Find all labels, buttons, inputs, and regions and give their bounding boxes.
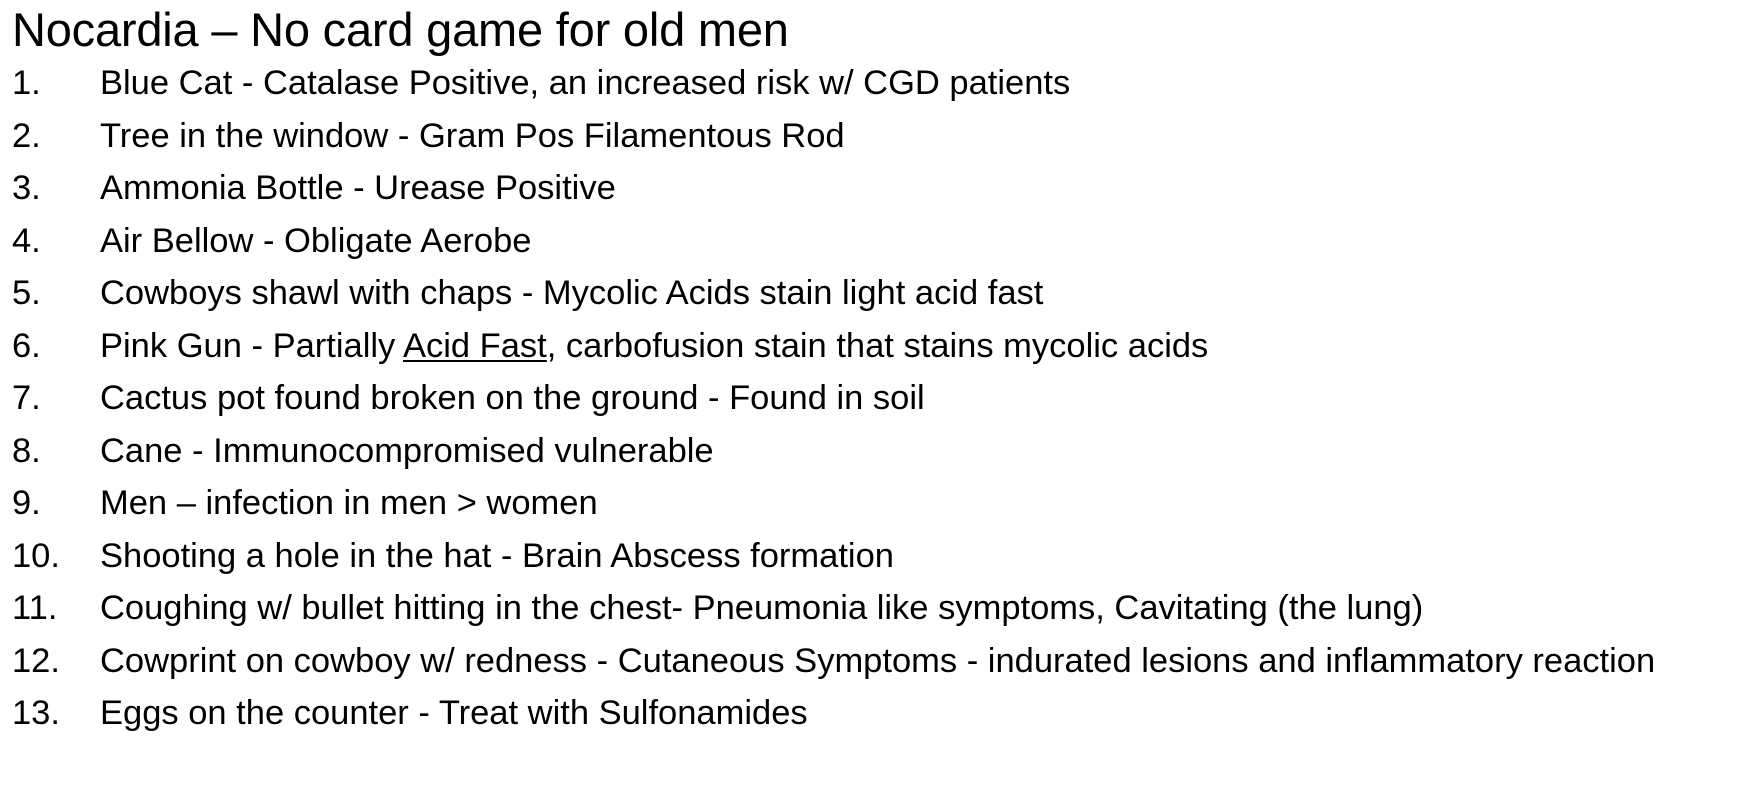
list-item: 13. Eggs on the counter - Treat with Sul… — [12, 687, 1752, 740]
list-text: Ammonia Bottle - Urease Positive — [100, 169, 616, 207]
list-item: 9. Men – infection in men > women — [12, 477, 1752, 530]
list-text: Shooting a hole in the hat - Brain Absce… — [100, 536, 894, 575]
list-number: 12. — [12, 641, 60, 680]
list-text-pre: Pink Gun - Partially — [100, 326, 403, 365]
list-number: 2. — [12, 116, 41, 155]
list-text: Coughing w/ bullet hitting in the chest-… — [100, 589, 1424, 627]
list-number: 4. — [12, 221, 41, 260]
document-title: Nocardia – No card game for old men — [12, 3, 789, 56]
list-item: 8. Cane - Immunocompromised vulnerable — [12, 425, 1752, 478]
list-item: 5. Cowboys shawl with chaps - Mycolic Ac… — [12, 267, 1752, 320]
list-item: 2. Tree in the window - Gram Pos Filamen… — [12, 110, 1752, 163]
list-text: Blue Cat - Catalase Positive, an increas… — [100, 64, 1071, 102]
list-text-post: , carbofusion stain that stains mycolic … — [546, 326, 1209, 365]
list-text: Air Bellow - Obligate Aerobe — [100, 221, 532, 260]
list-text: Cane - Immunocompromised vulnerable — [100, 431, 714, 470]
list-number: 6. — [12, 326, 41, 365]
numbered-list: 1. Blue Cat - Catalase Positive, an incr… — [12, 57, 1752, 740]
list-number: 10. — [12, 536, 60, 575]
list-number: 9. — [12, 484, 41, 522]
list-item: 1. Blue Cat - Catalase Positive, an incr… — [12, 57, 1752, 110]
document: Nocardia – No card game for old men 1. B… — [12, 0, 1752, 740]
list-text: Cactus pot found broken on the ground - … — [100, 379, 925, 417]
list-text: Cowboys shawl with chaps - Mycolic Acids… — [100, 274, 1044, 312]
list-text: Cowprint on cowboy w/ redness - Cutaneou… — [100, 641, 1656, 680]
underlined-term: Acid Fast — [402, 326, 547, 365]
list-number: 1. — [12, 64, 41, 102]
list-number: 13. — [12, 694, 60, 732]
list-number: 11. — [12, 589, 58, 627]
list-text: Eggs on the counter - Treat with Sulfona… — [100, 694, 808, 732]
list-number: 8. — [12, 431, 41, 470]
list-item: 12. Cowprint on cowboy w/ redness - Cuta… — [12, 635, 1752, 688]
list-number: 5. — [12, 274, 41, 312]
list-text: Men – infection in men > women — [100, 484, 598, 522]
list-item: 6. Pink Gun - Partially Acid Fast, carbo… — [12, 320, 1752, 373]
list-text: Tree in the window - Gram Pos Filamentou… — [100, 116, 845, 155]
list-item: 10. Shooting a hole in the hat - Brain A… — [12, 530, 1752, 583]
list-item: 7. Cactus pot found broken on the ground… — [12, 372, 1752, 425]
list-number: 3. — [12, 169, 41, 207]
list-number: 7. — [12, 379, 41, 417]
list-item: 3. Ammonia Bottle - Urease Positive — [12, 162, 1752, 215]
list-item: 4. Air Bellow - Obligate Aerobe — [12, 215, 1752, 268]
list-item: 11. Coughing w/ bullet hitting in the ch… — [12, 582, 1752, 635]
